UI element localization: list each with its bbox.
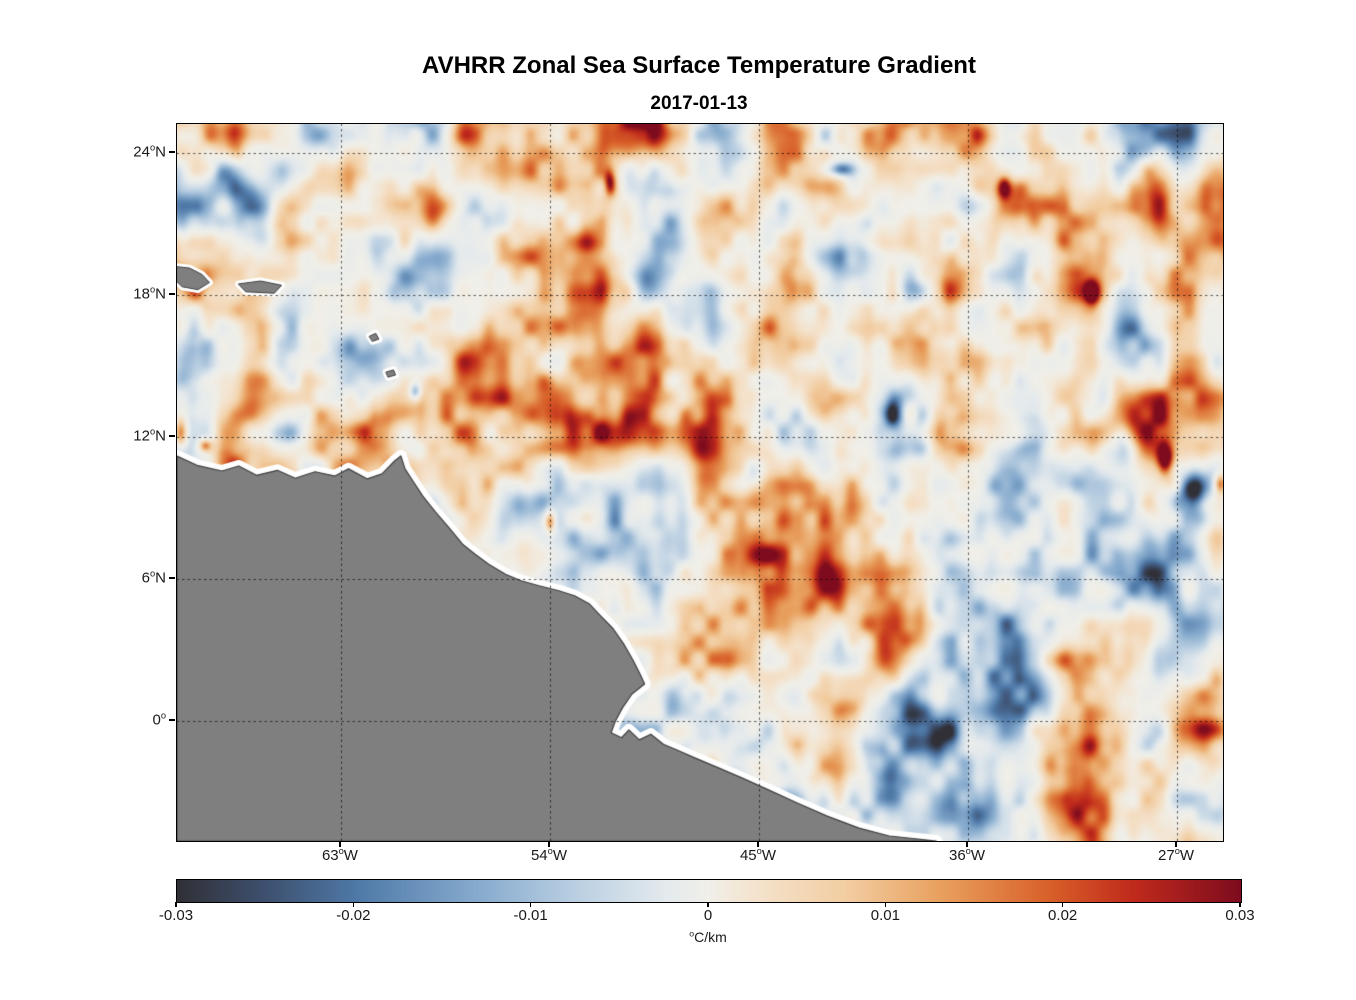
- x-tick-mark: [966, 841, 968, 847]
- x-tick-label: 54oW: [530, 846, 567, 864]
- colorbar-tick-mark: [1239, 902, 1241, 907]
- colorbar-tick-mark: [529, 902, 532, 907]
- colorbar-tick-mark: [1061, 902, 1064, 907]
- colorbar-tick-mark: [884, 902, 887, 907]
- x-tick-label: 27oW: [1158, 846, 1195, 864]
- y-tick-mark: [169, 151, 175, 153]
- x-tick-mark: [339, 841, 341, 847]
- x-tick-mark: [1175, 841, 1177, 847]
- colorbar-tick-mark: [707, 902, 709, 907]
- x-tick-mark: [757, 841, 759, 847]
- x-tick-label: 45oW: [739, 846, 776, 864]
- y-tick-label: 0o: [152, 710, 166, 729]
- y-tick-label: 24oN: [133, 142, 166, 161]
- map-plot-area: [176, 123, 1224, 842]
- y-tick-label: 12oN: [133, 426, 166, 445]
- x-tick-mark: [548, 841, 550, 847]
- colorbar-tick-label: -0.01: [513, 907, 548, 924]
- colorbar: [176, 879, 1242, 903]
- colorbar-unit-label: oC/km: [689, 928, 727, 945]
- chart-date-subtitle: 2017-01-13: [650, 93, 748, 114]
- y-tick-label: 6oN: [141, 568, 166, 587]
- colorbar-tick-label: -0.02: [336, 907, 371, 924]
- colorbar-tick-label: -0.03: [158, 907, 194, 924]
- colorbar-tick-label: 0.03: [1225, 907, 1255, 924]
- colorbar-gradient-canvas: [177, 880, 1241, 902]
- colorbar-tick-label: 0: [703, 907, 713, 924]
- colorbar-tick-label: 0.02: [1048, 907, 1078, 924]
- y-tick-mark: [169, 719, 175, 721]
- x-tick-label: 36oW: [948, 846, 986, 864]
- chart-title: AVHRR Zonal Sea Surface Temperature Grad…: [422, 52, 976, 79]
- y-tick-mark: [169, 577, 175, 579]
- x-tick-label: 63oW: [321, 846, 358, 864]
- y-tick-mark: [169, 293, 175, 295]
- y-tick-label: 18oN: [133, 284, 166, 303]
- sst-gradient-heatmap-canvas: [177, 124, 1223, 841]
- colorbar-tick-label: 0.01: [870, 907, 900, 924]
- colorbar-tick-mark: [352, 902, 355, 907]
- y-tick-mark: [169, 435, 175, 437]
- colorbar-tick-mark: [175, 902, 177, 907]
